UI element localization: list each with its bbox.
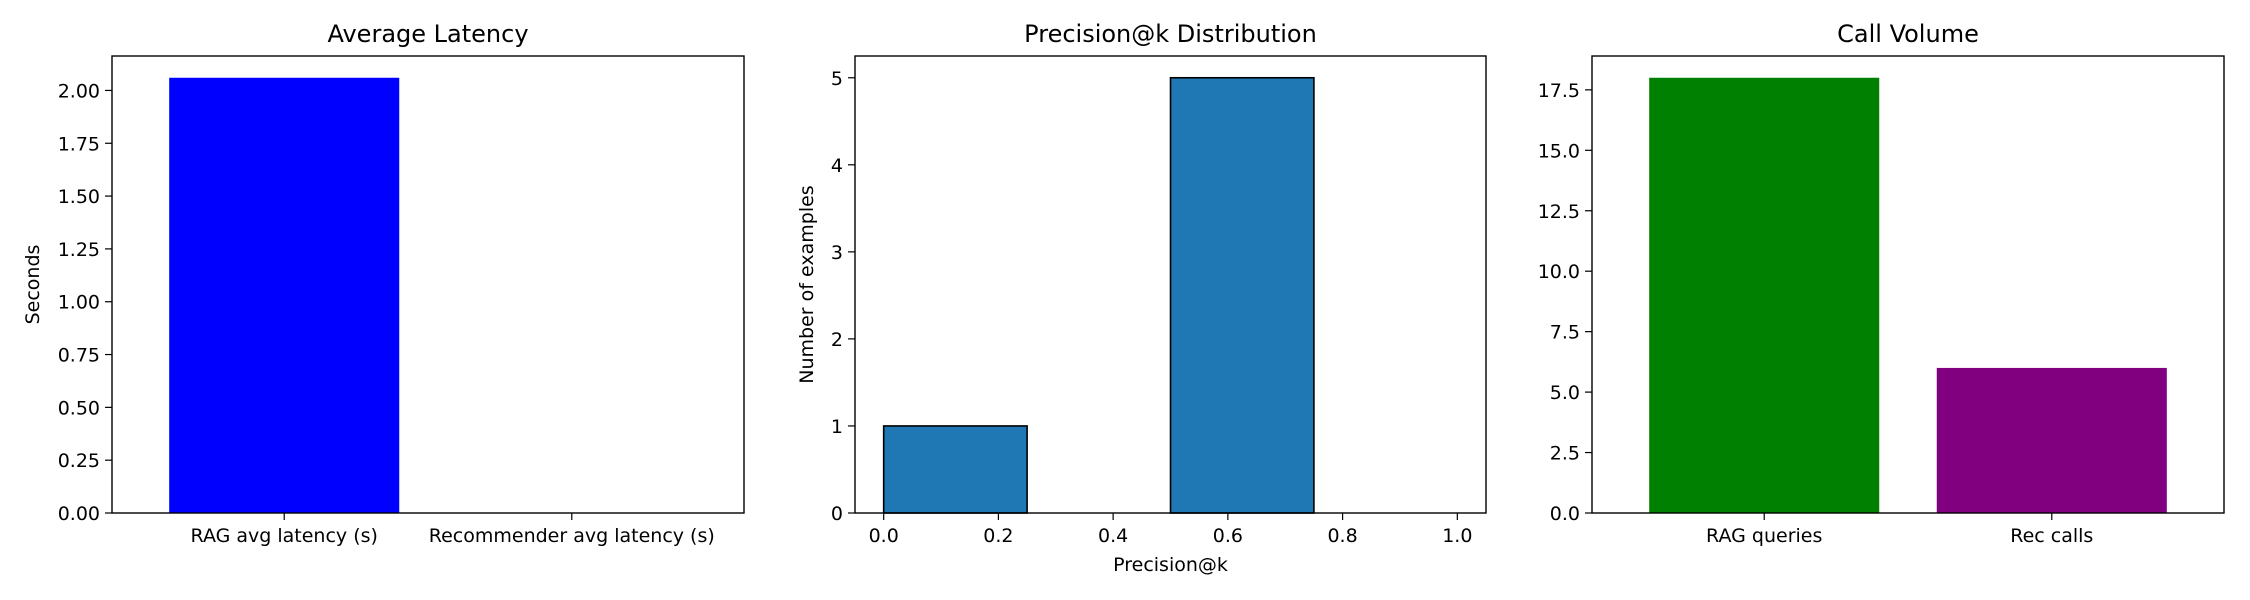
latency-y-tick-label: 1.00 [58, 292, 100, 314]
precision-x-tick-label: 0.6 [1213, 525, 1243, 547]
call-volume-y-tick-label: 15.0 [1538, 140, 1580, 162]
call-volume-y-tick-label: 17.5 [1538, 80, 1580, 102]
precision-y-tick-label: 2 [831, 329, 843, 351]
latency-bar [169, 77, 400, 513]
latency-y-tick-label: 1.25 [58, 239, 100, 261]
call-volume-bar [1649, 77, 1880, 513]
latency-plot-frame [111, 55, 745, 514]
precision-y-tick-label: 0 [831, 503, 843, 525]
call-volume-x-tick-label: Rec calls [2010, 525, 2093, 547]
call-volume-chart: 0.0 2.5 5.0 7.5 10.0 12.5 15.0 17.5 RAG queries… [1538, 20, 2225, 547]
call-volume-y-tick-label: 5.0 [1550, 382, 1580, 404]
latency-y-label: Seconds [22, 245, 44, 325]
call-volume-x-ticks: RAG queries Rec calls [1706, 513, 2093, 547]
call-volume-y-ticks: 0.0 2.5 5.0 7.5 10.0 12.5 15.0 17.5 [1538, 80, 1592, 525]
latency-x-tick-label: RAG avg latency (s) [191, 525, 378, 547]
precision-y-tick-label: 1 [831, 416, 843, 438]
precision-bar [1169, 76, 1315, 514]
precision-y-ticks: 0 1 2 3 4 5 [831, 68, 855, 525]
precision-y-tick-label: 4 [831, 155, 843, 177]
latency-y-tick-label: 0.50 [58, 397, 100, 419]
call-volume-x-tick-label: RAG queries [1706, 525, 1822, 547]
precision-x-tick-label: 1.0 [1442, 525, 1472, 547]
precision-x-tick-label: 0.8 [1327, 525, 1357, 547]
latency-y-tick-label: 1.50 [58, 186, 100, 208]
call-volume-y-tick-label: 0.0 [1550, 503, 1580, 525]
latency-chart: 0.00 0.25 0.50 0.75 1.00 1.25 1.50 1.75 2.00 RAG… [22, 20, 745, 547]
call-volume-title: Call Volume [1837, 20, 1979, 48]
precision-bars [882, 76, 1315, 514]
call-volume-y-tick-label: 12.5 [1538, 201, 1580, 223]
call-volume-y-tick-label: 2.5 [1550, 443, 1580, 465]
precision-y-tick-label: 3 [831, 242, 843, 264]
precision-x-label: Precision@k [1113, 554, 1228, 576]
latency-y-tick-label: 0.00 [58, 503, 100, 525]
precision-bar [882, 425, 1028, 514]
latency-y-ticks: 0.00 0.25 0.50 0.75 1.00 1.25 1.50 1.75 2.00 [58, 80, 112, 525]
precision-plot-frame [854, 55, 1487, 514]
call-volume-y-tick-label: 10.0 [1538, 261, 1580, 283]
precision-y-label: Number of examples [796, 185, 818, 383]
latency-x-ticks: RAG avg latency (s) Recommender avg laten… [191, 513, 715, 547]
latency-bars [169, 77, 400, 513]
call-volume-y-tick-label: 7.5 [1550, 322, 1580, 344]
precision-y-tick-label: 5 [831, 68, 843, 90]
precision-x-ticks: 0.0 0.2 0.4 0.6 0.8 1.0 [869, 513, 1472, 547]
precision-title: Precision@k Distribution [1024, 20, 1317, 48]
call-volume-bars [1649, 77, 2167, 513]
precision-x-tick-label: 0.2 [983, 525, 1013, 547]
precision-x-tick-label: 0.4 [1098, 525, 1128, 547]
precision-x-tick-label: 0.0 [869, 525, 899, 547]
call-volume-plot-frame [1591, 55, 2225, 514]
latency-x-tick-label: Recommender avg latency (s) [429, 525, 715, 547]
precision-histogram: 0 1 2 3 4 5 0.0 0.2 0.4 0.6 0.8 1.0 Precision@k Di… [796, 20, 1487, 576]
latency-y-tick-label: 2.00 [58, 80, 100, 102]
latency-y-tick-label: 1.75 [58, 133, 100, 155]
latency-y-tick-label: 0.75 [58, 345, 100, 367]
latency-title: Average Latency [327, 20, 528, 48]
call-volume-bar [1936, 367, 2167, 513]
latency-y-tick-label: 0.25 [58, 450, 100, 472]
